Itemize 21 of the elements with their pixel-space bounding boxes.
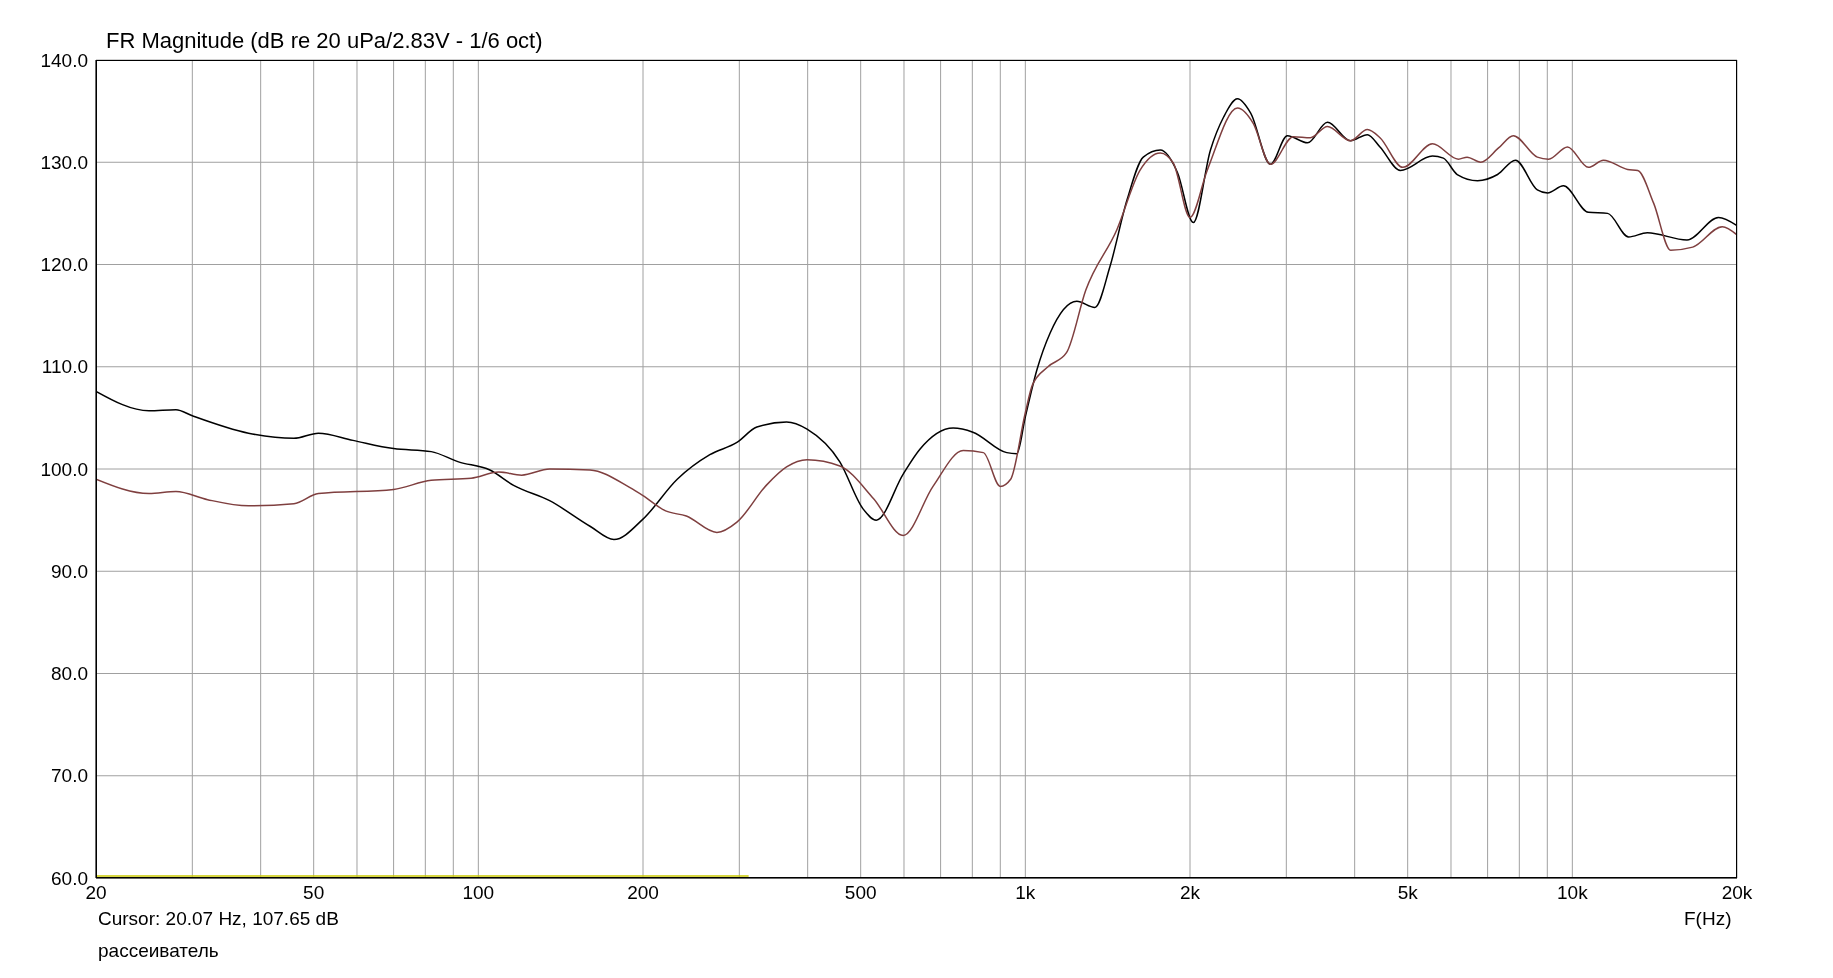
text: Cursor: 20.07 Hz, 107.65 dB bbox=[98, 908, 339, 930]
y-tick-label: 120.0 bbox=[40, 254, 88, 276]
x-tick-label: 10k bbox=[1557, 882, 1589, 904]
x-tick-label: 200 bbox=[627, 882, 659, 904]
x-tick-label: 20k bbox=[1721, 882, 1753, 904]
x-axis-title: F(Hz) bbox=[1684, 908, 1732, 930]
y-tick-label: 70.0 bbox=[51, 765, 88, 787]
y-tick-label: 130.0 bbox=[40, 151, 88, 173]
x-tick-label: 2k bbox=[1179, 882, 1201, 904]
x-tick-label: 50 bbox=[303, 882, 325, 904]
x-tick-label: 100 bbox=[462, 882, 495, 904]
text: рассеиватель bbox=[98, 940, 219, 962]
chart-title: FR Magnitude (dB re 20 uPa/2.83V - 1/6 oct) bbox=[106, 28, 543, 54]
y-tick-label: 80.0 bbox=[51, 663, 88, 685]
x-tick-label: 1k bbox=[1015, 882, 1036, 904]
x-tick-label: 500 bbox=[844, 882, 877, 904]
y-tick-label: 140.0 bbox=[40, 49, 88, 71]
y-tick-label: 90.0 bbox=[51, 560, 88, 582]
y-tick-label: 110.0 bbox=[41, 356, 88, 378]
y-tick-label: 100.0 bbox=[40, 458, 88, 480]
x-tick-label: 5k bbox=[1397, 882, 1419, 904]
